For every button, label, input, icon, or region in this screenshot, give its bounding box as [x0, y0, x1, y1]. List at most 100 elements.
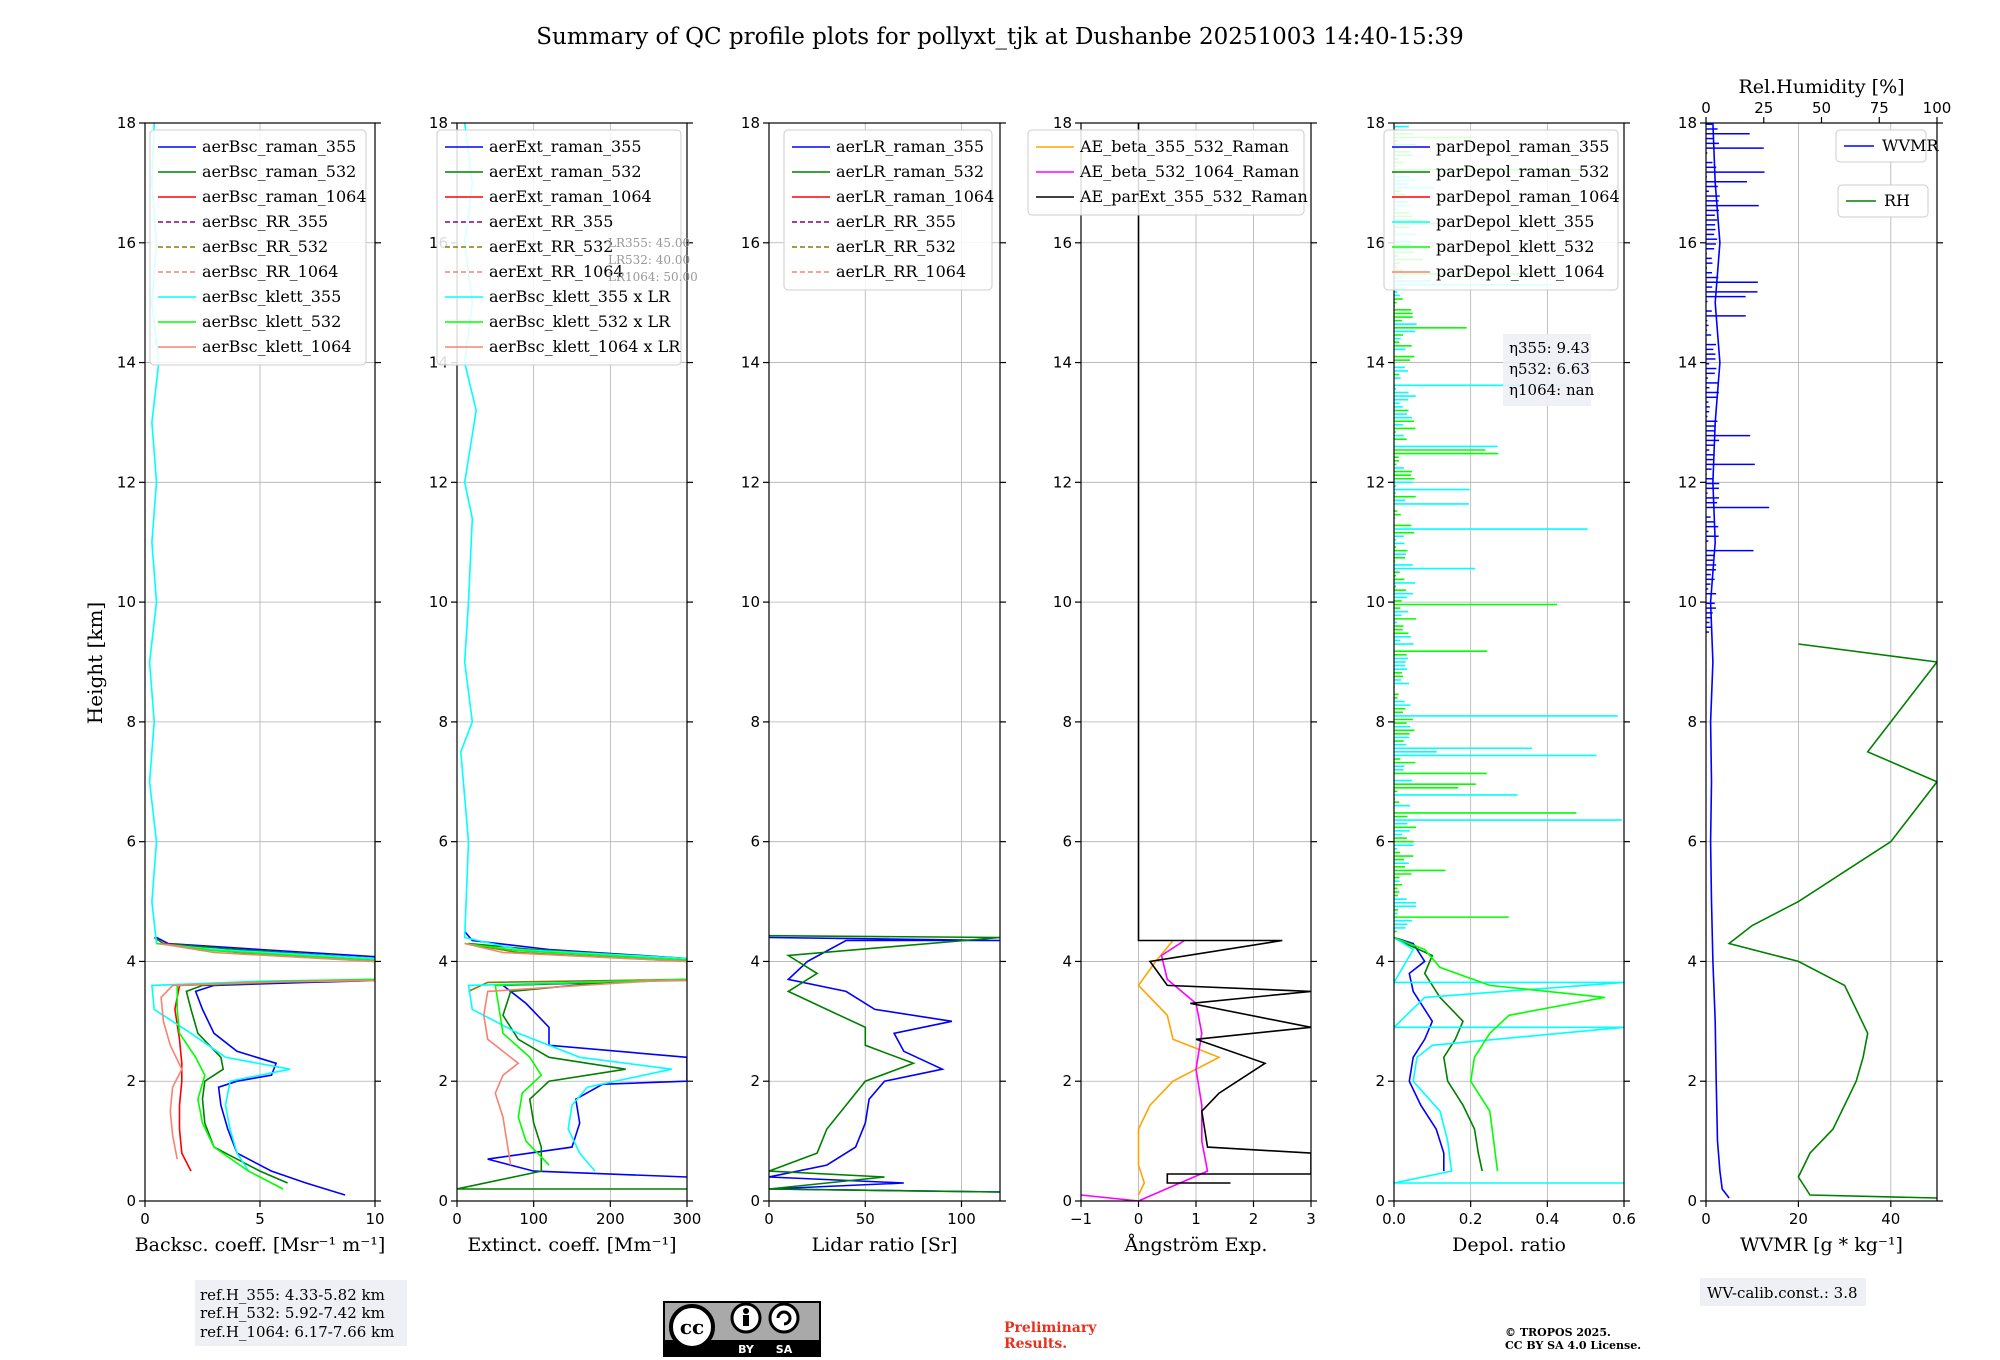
x-tick-label: 100	[519, 1210, 548, 1228]
x-tick-label: 2	[1249, 1210, 1259, 1228]
x-tick-label: 0	[764, 1210, 774, 1228]
y-tick-label: 14	[1678, 354, 1697, 372]
legend-label: aerExt_RR_1064	[489, 262, 624, 281]
figure-title: Summary of QC profile plots for pollyxt_…	[536, 24, 1463, 50]
legend-label: aerBsc_raman_532	[202, 162, 356, 181]
legend-label: aerLR_RR_1064	[836, 262, 966, 281]
legend: AE_beta_355_532_Raman AE_beta_532_1064_Ra…	[1027, 129, 1308, 216]
series-line-parDepol_klett_355	[1394, 936, 1624, 1184]
legend: RH	[1837, 184, 1929, 218]
series-line-aerBsc_klett_532 x LR	[464, 942, 687, 1166]
x-axis-label: Depol. ratio	[1452, 1234, 1566, 1256]
cc-by-sa-badge[interactable]: cc BY SA	[663, 1301, 821, 1357]
y-tick-label: 6	[1687, 833, 1697, 851]
x-tick-label: 0	[1134, 1210, 1144, 1228]
series-line-parDepol_raman_355	[1394, 936, 1445, 1172]
x-axis-label: Lidar ratio [Sr]	[812, 1234, 958, 1256]
legend-label: aerExt_raman_355	[489, 137, 642, 156]
x-tick-label: −1	[1070, 1210, 1092, 1228]
series-line-WVMR	[1709, 123, 1730, 1199]
panel-lr: 0 2 4 6 8 10 12 14 16 18 0 50 100 Lidar ratio [Sr] aer…	[741, 114, 1006, 1256]
y-tick-label: 2	[438, 1072, 448, 1090]
legend-label: aerBsc_RR_355	[202, 212, 328, 231]
legend-label: aerExt_RR_532	[489, 237, 613, 256]
y-tick-label: 12	[1053, 473, 1072, 491]
legend-label: parDepol_klett_532	[1436, 237, 1594, 256]
legend-box	[1837, 184, 1929, 218]
legend-label: aerBsc_klett_532 x LR	[489, 312, 671, 331]
y-tick-label: 10	[1678, 593, 1697, 611]
y-tick-label: 8	[1062, 713, 1072, 731]
legend-label: WVMR	[1882, 136, 1939, 155]
klett-lr-label: LR355: 45.00	[608, 236, 690, 250]
series-line-AE_parExt_355_532_Raman	[1137, 123, 1311, 1184]
y-tick-label: 10	[741, 593, 760, 611]
series-group	[1709, 123, 1937, 1199]
legend-label: aerLR_raman_532	[836, 162, 984, 181]
x-axis-label: Extinct. coeff. [Mm⁻¹]	[467, 1234, 676, 1256]
ref-height-532: ref.H_532: 5.92-7.42 km	[200, 1304, 385, 1322]
legend: WVMR	[1835, 129, 1939, 163]
preliminary-line-2: Results.	[1004, 1336, 1067, 1352]
y-tick-label: 16	[1678, 234, 1697, 252]
series-line-parDepol_klett_532	[1394, 936, 1605, 1172]
y-tick-label: 10	[429, 593, 448, 611]
legend-label: parDepol_klett_1064	[1436, 262, 1605, 281]
series-line-aerExt_RR_532	[464, 942, 687, 993]
wv-calib-text: WV-calib.const.: 3.8	[1707, 1284, 1858, 1302]
y-axis-label: Height [km]	[83, 602, 107, 724]
y-tick-label: 4	[438, 952, 448, 970]
y-tick-label: 0	[1687, 1192, 1697, 1210]
klett-lr-label: LR1064: 50.00	[608, 270, 698, 284]
y-tick-label: 8	[126, 713, 136, 731]
legend-label: aerBsc_raman_1064	[202, 187, 367, 206]
y-tick-label: 16	[1366, 234, 1385, 252]
x-tick-label: 3	[1306, 1210, 1316, 1228]
y-tick-label: 10	[1366, 593, 1385, 611]
klett-lr-annotation: LR355: 45.00 LR532: 40.00 LR1064: 50.00	[608, 236, 698, 284]
y-tick-label: 14	[1366, 354, 1385, 372]
y-tick-label: 2	[1687, 1072, 1697, 1090]
cc-logo-icon	[669, 1304, 715, 1350]
y-tick-label: 14	[741, 354, 760, 372]
legend-box	[436, 129, 682, 366]
y-tick-label: 12	[741, 473, 760, 491]
series-line-aerBsc_klett_1064	[158, 942, 375, 1160]
series-group	[1394, 936, 1624, 1184]
legend: aerBsc_raman_355 aerBsc_raman_532 aerBsc_r…	[149, 129, 367, 366]
legend-label: aerBsc_raman_355	[202, 137, 356, 156]
x-tick-label: 0.2	[1459, 1210, 1483, 1228]
x-axis-label: Ångström Exp.	[1124, 1234, 1268, 1256]
wvmr-noise	[1706, 123, 1770, 633]
y-tick-label: 18	[1366, 114, 1385, 132]
legend-label: aerLR_raman_1064	[836, 187, 994, 206]
copyright-line-1: © TROPOS 2025.	[1505, 1326, 1611, 1339]
y-tick-label: 18	[117, 114, 136, 132]
series-line-aerBsc_klett_1064 x LR	[464, 942, 687, 1166]
y-tick-label: 8	[1687, 713, 1697, 731]
ref-height-355: ref.H_355: 4.33-5.82 km	[200, 1286, 385, 1304]
top-x-tick-label: 25	[1754, 99, 1773, 117]
y-tick-label: 12	[1366, 473, 1385, 491]
y-tick-label: 16	[117, 234, 136, 252]
sa-share-icon	[768, 1302, 800, 1334]
y-tick-label: 12	[1678, 473, 1697, 491]
y-tick-label: 2	[1062, 1072, 1072, 1090]
legend-label: aerBsc_klett_355	[202, 287, 341, 306]
y-tick-label: 4	[1062, 952, 1072, 970]
legend: aerLR_raman_355 aerLR_raman_532 aerLR_rama…	[783, 129, 994, 291]
legend-label: aerLR_raman_355	[836, 137, 984, 156]
y-tick-label: 18	[741, 114, 760, 132]
y-tick-label: 4	[750, 952, 760, 970]
sa-label: SA	[776, 1343, 793, 1356]
legend-box	[1835, 129, 1927, 163]
legend: parDepol_raman_355 parDepol_raman_532 parD…	[1383, 129, 1620, 291]
x-tick-label: 5	[255, 1210, 265, 1228]
legend: aerExt_raman_355 aerExt_raman_532 aerExt_r…	[436, 129, 682, 366]
y-tick-label: 18	[1053, 114, 1072, 132]
y-tick-label: 6	[438, 833, 448, 851]
x-tick-label: 300	[673, 1210, 702, 1228]
legend-label: aerBsc_RR_1064	[202, 262, 338, 281]
